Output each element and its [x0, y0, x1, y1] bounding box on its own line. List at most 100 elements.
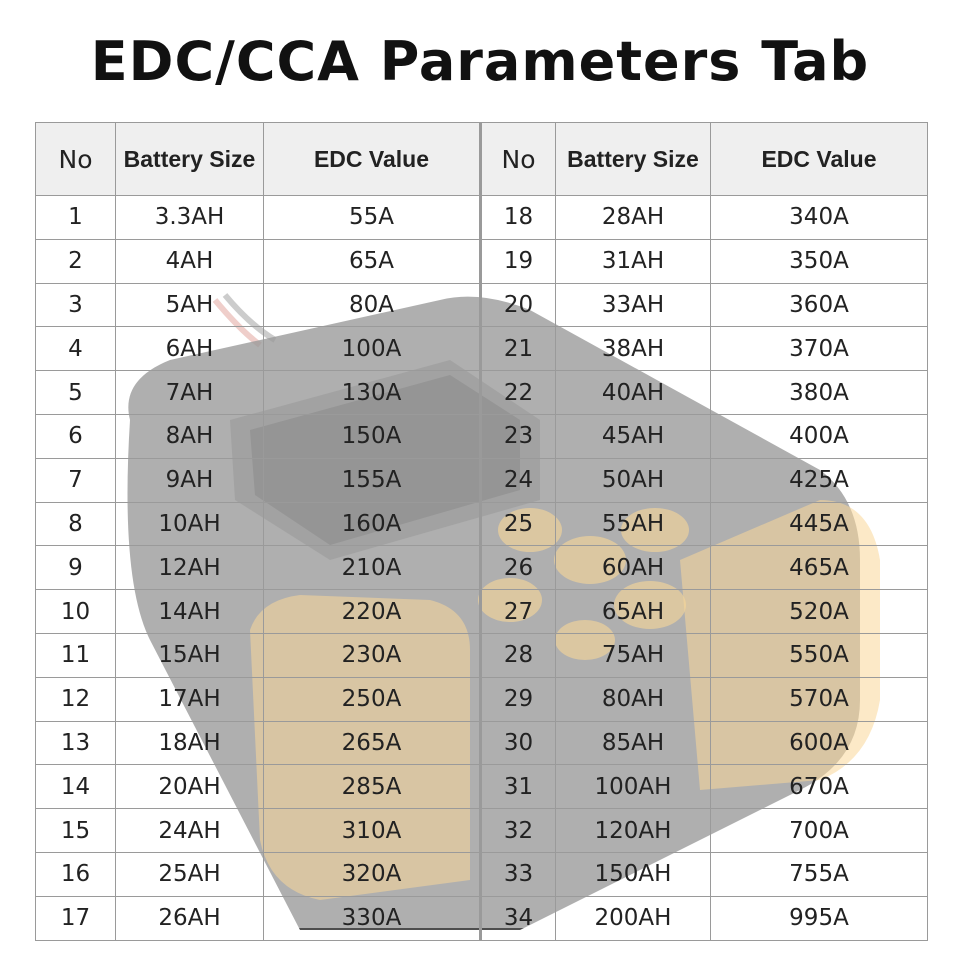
cell-edc-value: 360A: [710, 282, 928, 328]
table-row: 13 18AH 265A 30 85AH 600A: [35, 720, 928, 766]
cell-no: 17: [35, 895, 116, 941]
cell-battery-size: 8AH: [115, 413, 264, 459]
cell-no: 29: [479, 676, 556, 722]
cell-edc-value: 465A: [710, 545, 928, 591]
cell-battery-size: 17AH: [115, 676, 264, 722]
cell-battery-size: 38AH: [555, 326, 711, 372]
table-row: 2 4AH 65A 19 31AH 350A: [35, 238, 928, 284]
cell-edc-value: 370A: [710, 326, 928, 372]
cell-no: 3: [35, 282, 116, 328]
cell-battery-size: 200AH: [555, 895, 711, 941]
cell-no: 32: [479, 808, 556, 853]
cell-battery-size: 60AH: [555, 545, 711, 591]
cell-no: 24: [479, 457, 556, 503]
table-row: 17 26AH 330A 34 200AH 995A: [35, 895, 928, 941]
cell-no: 20: [479, 282, 556, 328]
cell-battery-size: 6AH: [115, 326, 264, 372]
table-header-row: No Battery Size EDC Value No Battery Siz…: [35, 122, 928, 196]
table-row: 16 25AH 320A 33 150AH 755A: [35, 851, 928, 897]
cell-no: 22: [479, 370, 556, 415]
cell-edc-value: 100A: [263, 326, 481, 372]
table-row: 8 10AH 160A 25 55AH 445A: [35, 501, 928, 547]
cell-battery-size: 10AH: [115, 501, 264, 547]
cell-edc-value: 250A: [263, 676, 481, 722]
table-row: 14 20AH 285A 31 100AH 670A: [35, 764, 928, 810]
table-row: 9 12AH 210A 26 60AH 465A: [35, 545, 928, 591]
cell-no: 26: [479, 545, 556, 591]
cell-battery-size: 100AH: [555, 764, 711, 810]
cell-no: 1: [35, 195, 116, 240]
cell-edc-value: 320A: [263, 851, 481, 897]
cell-no: 15: [35, 808, 116, 853]
cell-battery-size: 9AH: [115, 457, 264, 503]
cell-no: 12: [35, 676, 116, 722]
cell-edc-value: 550A: [710, 632, 928, 678]
cell-no: 30: [479, 720, 556, 766]
cell-battery-size: 15AH: [115, 632, 264, 678]
table-row: 5 7AH 130A 22 40AH 380A: [35, 370, 928, 415]
cell-edc-value: 155A: [263, 457, 481, 503]
cell-no: 7: [35, 457, 116, 503]
cell-battery-size: 45AH: [555, 413, 711, 459]
table-row: 6 8AH 150A 23 45AH 400A: [35, 413, 928, 459]
cell-battery-size: 7AH: [115, 370, 264, 415]
cell-no: 25: [479, 501, 556, 547]
cell-no: 14: [35, 764, 116, 810]
table-row: 3 5AH 80A 20 33AH 360A: [35, 282, 928, 328]
cell-battery-size: 5AH: [115, 282, 264, 328]
table-row: 4 6AH 100A 21 38AH 370A: [35, 326, 928, 372]
cell-battery-size: 75AH: [555, 632, 711, 678]
cell-battery-size: 31AH: [555, 238, 711, 284]
cell-edc-value: 55A: [263, 195, 481, 240]
cell-battery-size: 24AH: [115, 808, 264, 853]
cell-edc-value: 400A: [710, 413, 928, 459]
cell-no: 6: [35, 413, 116, 459]
cell-edc-value: 700A: [710, 808, 928, 853]
cell-no: 18: [479, 195, 556, 240]
cell-battery-size: 65AH: [555, 589, 711, 634]
cell-edc-value: 230A: [263, 632, 481, 678]
cell-no: 28: [479, 632, 556, 678]
table-row: 1 3.3AH 55A 18 28AH 340A: [35, 195, 928, 240]
cell-battery-size: 12AH: [115, 545, 264, 591]
cell-no: 10: [35, 589, 116, 634]
cell-edc-value: 210A: [263, 545, 481, 591]
cell-battery-size: 3.3AH: [115, 195, 264, 240]
cell-no: 27: [479, 589, 556, 634]
header-edc-value: EDC Value: [710, 122, 928, 196]
cell-no: 34: [479, 895, 556, 941]
header-no: No: [35, 122, 116, 196]
cell-battery-size: 33AH: [555, 282, 711, 328]
cell-battery-size: 50AH: [555, 457, 711, 503]
table-row: 15 24AH 310A 32 120AH 700A: [35, 808, 928, 853]
cell-edc-value: 995A: [710, 895, 928, 941]
cell-no: 9: [35, 545, 116, 591]
cell-edc-value: 285A: [263, 764, 481, 810]
cell-no: 13: [35, 720, 116, 766]
table-row: 7 9AH 155A 24 50AH 425A: [35, 457, 928, 503]
cell-no: 4: [35, 326, 116, 372]
cell-edc-value: 65A: [263, 238, 481, 284]
cell-battery-size: 55AH: [555, 501, 711, 547]
cell-edc-value: 570A: [710, 676, 928, 722]
cell-no: 11: [35, 632, 116, 678]
cell-edc-value: 350A: [710, 238, 928, 284]
cell-edc-value: 310A: [263, 808, 481, 853]
cell-edc-value: 670A: [710, 764, 928, 810]
cell-no: 23: [479, 413, 556, 459]
cell-edc-value: 755A: [710, 851, 928, 897]
table-row: 12 17AH 250A 29 80AH 570A: [35, 676, 928, 722]
cell-no: 16: [35, 851, 116, 897]
cell-battery-size: 40AH: [555, 370, 711, 415]
table-row: 10 14AH 220A 27 65AH 520A: [35, 589, 928, 634]
cell-battery-size: 85AH: [555, 720, 711, 766]
cell-battery-size: 25AH: [115, 851, 264, 897]
header-battery-size: Battery Size: [115, 122, 264, 196]
cell-edc-value: 150A: [263, 413, 481, 459]
page-title: EDC/CCA Parameters Tab: [90, 30, 870, 93]
cell-edc-value: 220A: [263, 589, 481, 634]
cell-battery-size: 80AH: [555, 676, 711, 722]
cell-battery-size: 20AH: [115, 764, 264, 810]
cell-battery-size: 26AH: [115, 895, 264, 941]
cell-battery-size: 120AH: [555, 808, 711, 853]
